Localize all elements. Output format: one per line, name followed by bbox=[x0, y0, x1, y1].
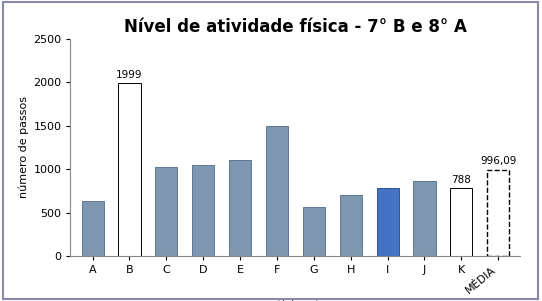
Text: 1999: 1999 bbox=[116, 70, 143, 79]
Bar bbox=[229, 160, 251, 256]
Title: Nível de atividade física - 7° B e 8° A: Nível de atividade física - 7° B e 8° A bbox=[124, 18, 467, 36]
Bar bbox=[81, 201, 104, 256]
Y-axis label: número de passos: número de passos bbox=[18, 97, 29, 198]
Bar bbox=[340, 195, 362, 256]
X-axis label: participantes: participantes bbox=[259, 300, 332, 301]
Bar bbox=[414, 181, 436, 256]
Text: 996,09: 996,09 bbox=[480, 157, 517, 166]
Bar bbox=[450, 188, 473, 256]
Bar bbox=[487, 169, 509, 256]
Bar bbox=[192, 165, 214, 256]
Bar bbox=[266, 126, 288, 256]
Bar bbox=[377, 188, 398, 256]
Bar bbox=[303, 207, 325, 256]
Bar bbox=[118, 82, 140, 256]
Text: 788: 788 bbox=[451, 175, 471, 185]
Bar bbox=[155, 166, 177, 256]
